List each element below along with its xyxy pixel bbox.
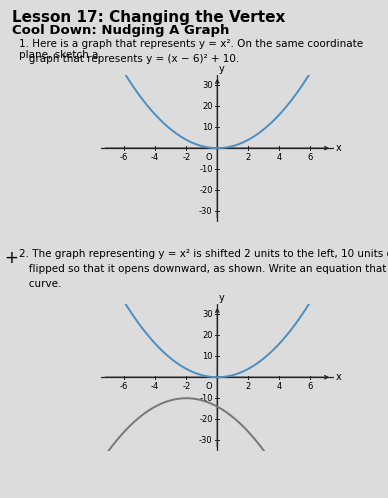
Text: flipped so that it opens downward, as shown. Write an equation that defines this: flipped so that it opens downward, as sh… (19, 264, 388, 274)
Text: -6: -6 (120, 153, 128, 162)
Text: x: x (335, 143, 341, 153)
Text: 2: 2 (246, 382, 251, 391)
Text: -20: -20 (199, 186, 213, 195)
Text: 20: 20 (202, 102, 213, 111)
Text: 1. Here is a graph that represents y = x². On the same coordinate plane, sketch : 1. Here is a graph that represents y = x… (19, 39, 364, 60)
Text: 6: 6 (308, 382, 313, 391)
Text: -30: -30 (199, 436, 213, 445)
Text: curve.: curve. (19, 279, 62, 289)
Text: -10: -10 (199, 394, 213, 403)
Text: O: O (206, 153, 213, 162)
Text: 2. The graph representing y = x² is shifted 2 units to the left, 10 units down, : 2. The graph representing y = x² is shif… (19, 249, 388, 259)
Text: -4: -4 (151, 153, 159, 162)
Text: -2: -2 (182, 382, 191, 391)
Text: 20: 20 (202, 331, 213, 340)
Text: Cool Down: Nudging A Graph: Cool Down: Nudging A Graph (12, 24, 229, 37)
Text: 6: 6 (308, 153, 313, 162)
Text: x: x (335, 372, 341, 382)
Text: -6: -6 (120, 382, 128, 391)
Text: 10: 10 (202, 352, 213, 361)
Text: -20: -20 (199, 415, 213, 424)
Text: 10: 10 (202, 123, 213, 131)
Text: -10: -10 (199, 165, 213, 174)
Text: 30: 30 (202, 81, 213, 90)
Text: -4: -4 (151, 382, 159, 391)
Text: 30: 30 (202, 310, 213, 319)
Text: 4: 4 (277, 153, 282, 162)
Text: +: + (4, 249, 18, 267)
Text: 2: 2 (246, 153, 251, 162)
Text: 4: 4 (277, 382, 282, 391)
Text: -2: -2 (182, 153, 191, 162)
Text: O: O (206, 382, 213, 391)
Text: graph that represents y = (x − 6)² + 10.: graph that represents y = (x − 6)² + 10. (19, 54, 240, 64)
Text: y: y (218, 293, 224, 303)
Text: y: y (218, 64, 224, 74)
Text: -30: -30 (199, 207, 213, 216)
Text: Lesson 17: Changing the Vertex: Lesson 17: Changing the Vertex (12, 10, 285, 25)
